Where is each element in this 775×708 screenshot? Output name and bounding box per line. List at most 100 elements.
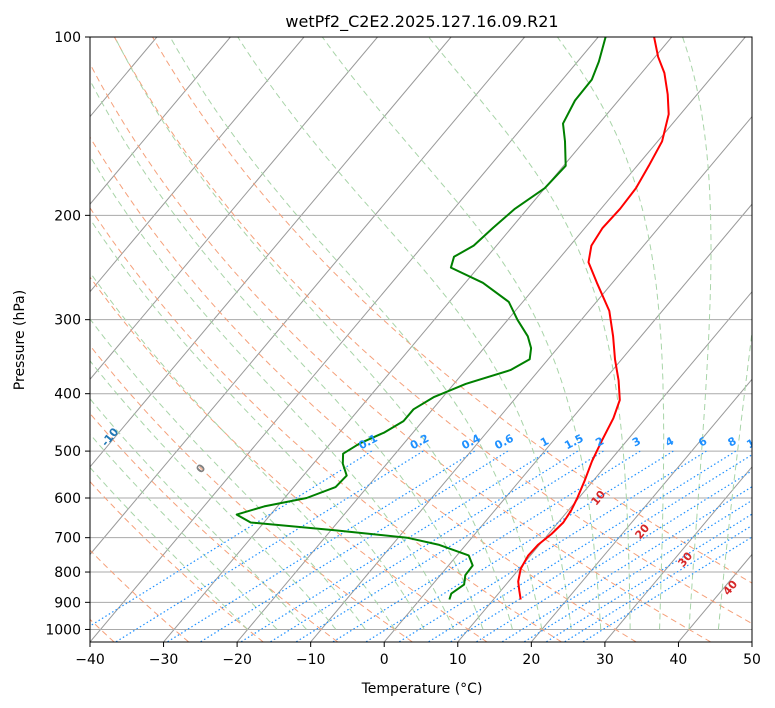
isotherm-line: [90, 37, 599, 642]
plot-area: -100102030400.10.20.40.611.5234681013162…: [0, 37, 775, 642]
mixing-ratio-line: [295, 450, 604, 642]
mixing-ratio-line: [115, 450, 424, 642]
mixing-ratio-line: [332, 450, 641, 642]
x-axis-ticks: −40 −30 −20 −10 0 10 20 30 40 50: [75, 642, 761, 668]
dry-adiabat-line: [90, 206, 562, 642]
isotherm-line: [530, 378, 752, 642]
chart-title: wetPf2_C2E2.2025.127.16.09.R21: [285, 12, 558, 32]
x-tick-label: 10: [449, 652, 467, 668]
x-tick-label: −30: [149, 652, 179, 668]
mixing-ratio-label: 3: [630, 434, 643, 449]
moist-adiabat-label: 40: [720, 578, 740, 598]
mixing-ratio-line: [450, 454, 752, 642]
moist-adiabat-line: [90, 360, 337, 630]
dry-adiabat-line: [90, 136, 637, 642]
mixing-ratio-label: 8: [726, 434, 739, 449]
mixing-ratio-line: [475, 470, 752, 642]
y-tick-label: 1000: [45, 622, 81, 638]
x-tick-label: −10: [296, 652, 326, 668]
isotherm-line: [751, 641, 752, 642]
isotherm-line: [383, 203, 752, 642]
mixing-ratio-label: 6: [696, 434, 709, 449]
isotherm-line: [236, 37, 746, 642]
moist-adiabat-line: [90, 433, 278, 630]
temperature-profile-line: [517, 37, 670, 600]
mixing-ratio-label: 4: [663, 434, 676, 449]
dry-adiabat-line: [152, 37, 752, 584]
mixing-ratio-line: [582, 536, 752, 642]
mixing-ratio-line: [240, 450, 549, 642]
moist-adiabat-line: [428, 37, 631, 630]
x-tick-label: −20: [222, 652, 252, 668]
y-tick-label: 900: [54, 595, 81, 611]
dewpoint-profile-line: [235, 37, 607, 600]
isotherm-line: [90, 37, 526, 556]
mixing-ratio-line: [564, 524, 752, 642]
plot-frame: [89, 36, 753, 643]
moist-adiabat-line: [169, 37, 543, 630]
mixing-ratio-line: [501, 486, 752, 642]
moist-adiabat-line: [90, 466, 249, 630]
moist-adiabat-line: [682, 37, 712, 630]
y-axis-label: Pressure (hPa): [12, 290, 28, 390]
dry-adiabat-line: [90, 480, 264, 642]
moist-adiabat-line: [90, 79, 484, 630]
mixing-ratio-label: 13: [770, 433, 775, 452]
mixing-ratio-line: [398, 450, 707, 642]
y-axis-ticks: 100 200 300 400 500 600 700 800 900 1000: [45, 30, 90, 638]
mixing-ratio-line: [166, 450, 476, 642]
moist-adiabat-label: 30: [675, 549, 695, 569]
mixing-ratio-label: 0.4: [459, 432, 483, 453]
y-tick-label: 300: [54, 313, 81, 329]
moist-adiabat-line: [90, 218, 425, 630]
isotherm-line: [90, 37, 378, 381]
mixing-ratio-line: [428, 450, 737, 642]
isotherm-line: [163, 37, 673, 642]
mixing-ratio-line: [90, 450, 373, 627]
moist-adiabat-line: [321, 37, 602, 630]
isotherm-line: [0, 37, 10, 642]
x-tick-label: 20: [522, 652, 540, 668]
y-tick-label: 100: [54, 30, 81, 46]
dry-adiabat-line: [113, 37, 752, 625]
dry-adiabat-line: [90, 276, 488, 642]
moist-adiabat-line: [556, 37, 665, 630]
y-tick-label: 200: [54, 208, 81, 224]
y-tick-label: 600: [54, 491, 81, 507]
mixing-ratio-line: [365, 450, 674, 642]
y-tick-label: 500: [54, 444, 81, 460]
dry-adiabat-line: [90, 549, 190, 642]
y-tick-label: 700: [54, 531, 81, 547]
x-tick-label: 50: [743, 652, 761, 668]
moist-adiabat-line: [90, 155, 455, 630]
mixing-ratio-label: 10: [744, 433, 764, 452]
isotherm-line: [457, 290, 752, 642]
isotherm-line: [90, 37, 452, 468]
moist-adiabat-label: 10: [588, 488, 608, 508]
dry-adiabat-line: [90, 62, 712, 642]
x-axis-label: Temperature (°C): [361, 681, 483, 697]
mixing-ratio-line: [545, 513, 752, 642]
moist-adiabat-line: [237, 37, 572, 630]
mixing-ratio-line: [269, 450, 578, 642]
mixing-ratio-line: [523, 499, 752, 642]
isotherm-line: [90, 37, 305, 293]
x-tick-label: −40: [75, 652, 105, 668]
moist-adiabat-line: [90, 318, 366, 630]
mixing-ratio-label: 0.1: [356, 432, 379, 453]
x-tick-label: 0: [380, 652, 389, 668]
mixing-ratio-label: 0.6: [492, 432, 516, 453]
moist-adiabat-label: 20: [632, 521, 652, 541]
isotherm-line: [310, 115, 752, 642]
x-tick-label: 30: [596, 652, 614, 668]
y-tick-label: 400: [54, 387, 81, 403]
moist-adiabat-line: [114, 37, 513, 630]
moist-adiabat-line: [90, 398, 307, 630]
mixing-ratio-label: 1.5: [562, 432, 585, 453]
x-tick-label: 40: [670, 652, 688, 668]
moist-adiabat-line: [90, 271, 396, 630]
mixing-ratio-line: [200, 450, 509, 642]
dry-adiabat-line: [90, 344, 413, 642]
y-tick-label: 800: [54, 565, 81, 581]
